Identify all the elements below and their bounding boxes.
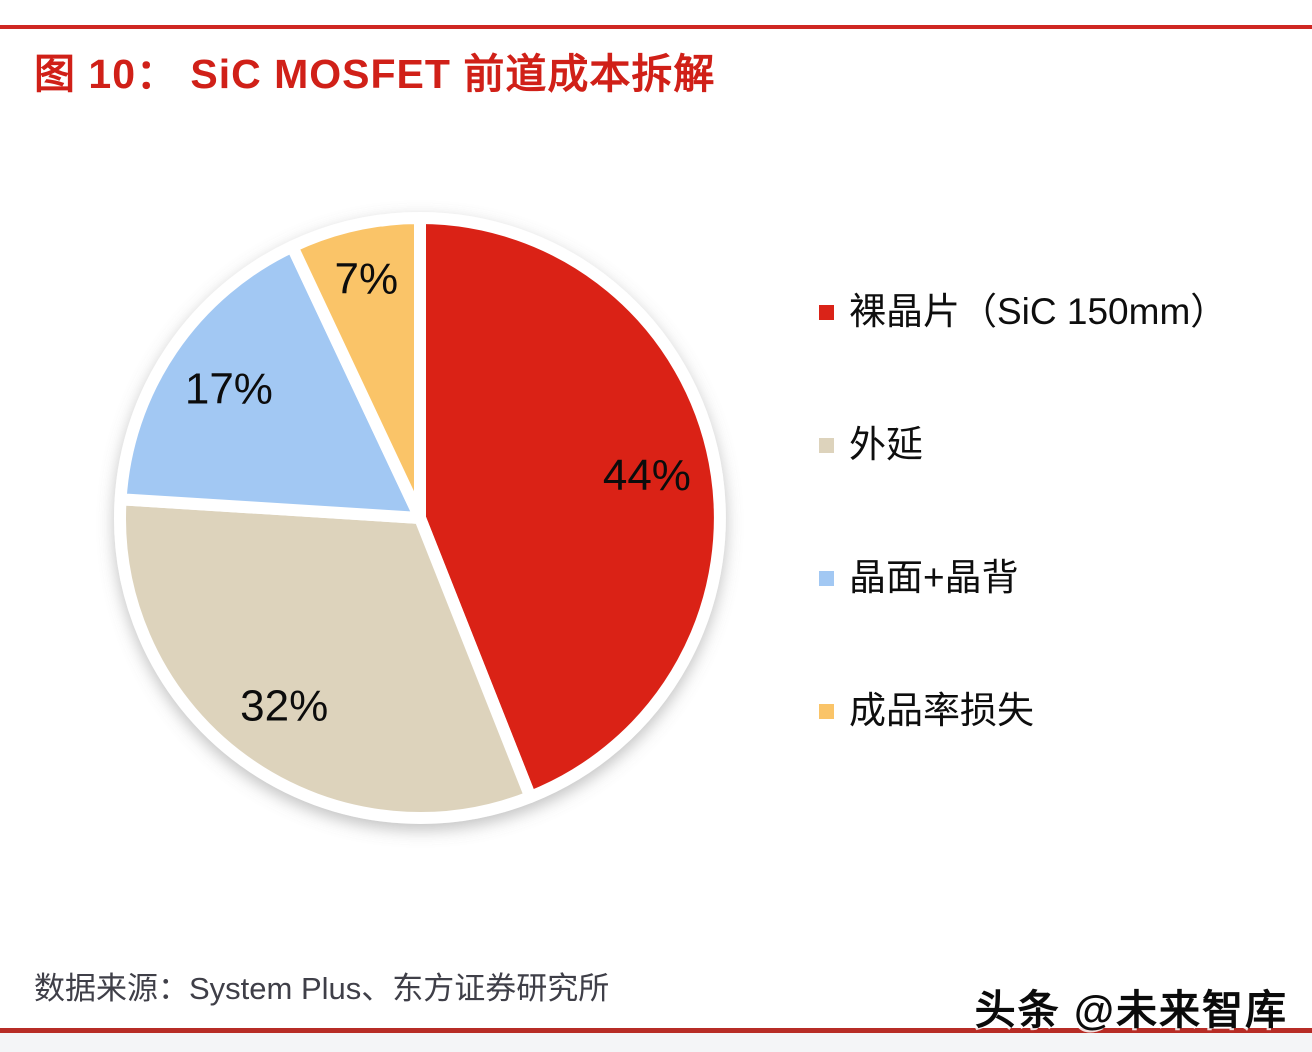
legend-label-yield-loss: 成品率损失 bbox=[849, 690, 1034, 731]
pie-labels: 44% 32% 17% 7% bbox=[185, 254, 691, 730]
chart-legend: 裸晶片（SiC 150mm） 外延 晶面+晶背 成品率损失 bbox=[819, 284, 1227, 739]
legend-label-epitaxy: 外延 bbox=[849, 424, 923, 465]
bottom-strip bbox=[0, 1033, 1312, 1052]
pie-slice-3 bbox=[286, 212, 426, 524]
legend-swatch-epitaxy bbox=[819, 437, 834, 453]
pie-slice-label-3: 7% bbox=[335, 254, 399, 303]
pie-wedges bbox=[114, 212, 726, 824]
pie-slice-0 bbox=[414, 212, 726, 803]
legend-label-front-back: 晶面+晶背 bbox=[849, 557, 1019, 598]
legend-swatch-die bbox=[819, 304, 834, 320]
legend-item-epitaxy: 外延 bbox=[819, 417, 1227, 473]
pie-slice-label-0: 44% bbox=[603, 451, 691, 500]
bottom-rule bbox=[0, 1028, 1312, 1033]
pie-slice-1 bbox=[114, 493, 537, 824]
page-title: 图 10： SiC MOSFET 前道成本拆解 bbox=[34, 51, 716, 97]
legend-swatch-front-back bbox=[819, 570, 834, 586]
watermark: 头条 @未来智库 bbox=[974, 987, 1288, 1033]
source-note: 数据来源：System Plus、东方证券研究所 bbox=[34, 971, 610, 1006]
pie-slice-label-2: 17% bbox=[185, 365, 273, 414]
legend-item-front-back: 晶面+晶背 bbox=[819, 550, 1227, 606]
legend-item-yield-loss: 成品率损失 bbox=[819, 683, 1227, 739]
legend-swatch-yield-loss bbox=[819, 703, 834, 719]
legend-item-die: 裸晶片（SiC 150mm） bbox=[819, 284, 1227, 340]
pie-slice-label-1: 32% bbox=[240, 681, 328, 730]
legend-label-die: 裸晶片（SiC 150mm） bbox=[849, 291, 1228, 332]
pie-slice-2 bbox=[114, 240, 426, 524]
top-rule bbox=[0, 25, 1312, 29]
